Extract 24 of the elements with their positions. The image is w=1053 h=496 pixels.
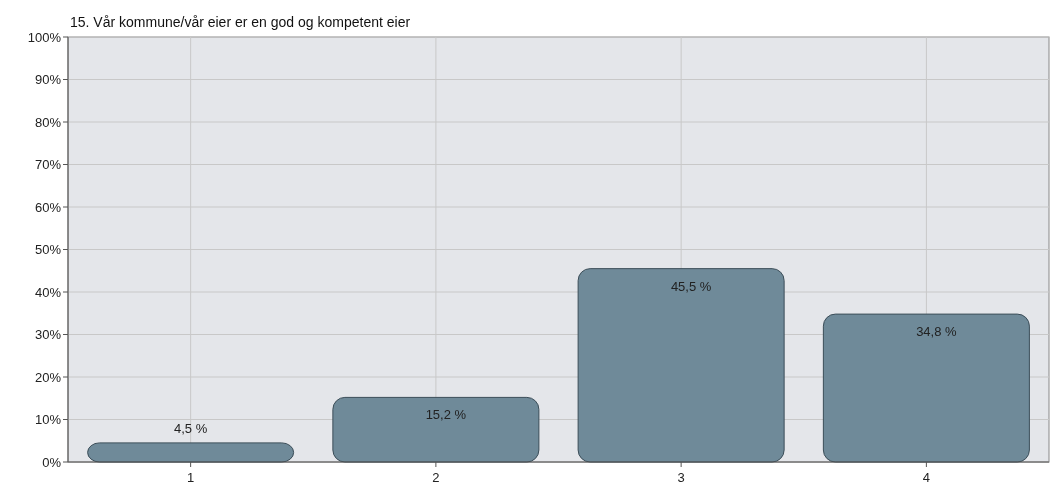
x-tick-label: 2 xyxy=(432,470,440,485)
bar xyxy=(332,396,540,463)
y-tick-label: 30% xyxy=(34,327,62,343)
y-tick-label: 10% xyxy=(34,412,62,428)
y-tick-label: 0% xyxy=(42,454,62,470)
data-label: 45,5 % xyxy=(670,278,712,294)
data-label: 4,5 % xyxy=(174,420,208,436)
y-tick-label: 90% xyxy=(34,72,62,88)
y-tick-label: 50% xyxy=(34,242,62,258)
data-label: 15,2 % xyxy=(425,407,467,423)
y-tick-label: 40% xyxy=(34,284,62,300)
bar xyxy=(822,313,1030,463)
y-tick-label: 80% xyxy=(34,114,62,130)
chart-title: 15. Vår kommune/vår eier er en god og kompetent eier xyxy=(70,14,411,30)
y-tick-label: 20% xyxy=(34,369,62,385)
y-tick-label: 70% xyxy=(34,157,62,173)
y-tick-label: 100% xyxy=(27,29,62,45)
x-tick-label: 1 xyxy=(187,470,195,485)
data-label: 34,8 % xyxy=(916,324,958,340)
y-tick-label: 60% xyxy=(34,199,62,215)
x-tick-label: 4 xyxy=(922,470,930,485)
bar xyxy=(87,442,295,463)
bar xyxy=(577,268,785,463)
x-tick-label: 3 xyxy=(677,470,685,485)
